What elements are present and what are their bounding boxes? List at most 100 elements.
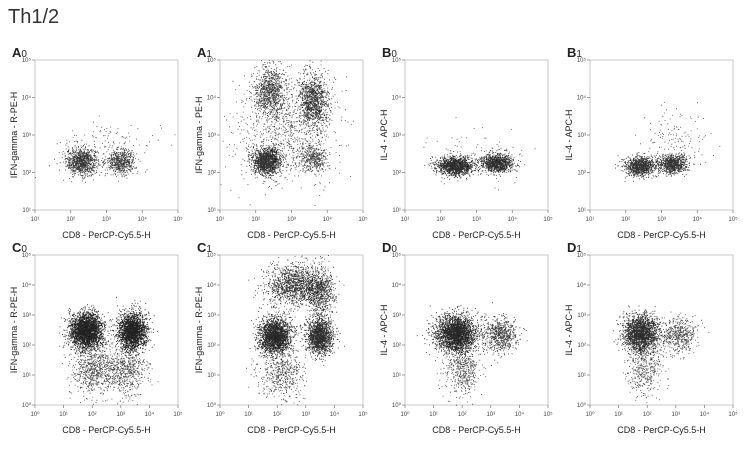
scatter-plot: 10⁰ 10¹ 10² 10³ 10⁴ 10⁵ 10⁰ 10¹ 10² 10³ 10⁴ 10⁵ CD8 … [194, 252, 368, 435]
event-cloud [612, 305, 710, 404]
plot-panel-b1: B1 10¹ 10² 10³ 10⁴ 10⁵ 10¹ 10² 10³ 10⁴ 10⁵ CD8 - Pe… [563, 45, 738, 260]
x-tick-label: 10² [643, 412, 652, 418]
x-tick-label: 10⁴ [508, 216, 518, 223]
x-tick-label: 10² [88, 412, 97, 418]
panel-subscript: 1 [206, 49, 212, 60]
x-tick-label: 10³ [116, 412, 125, 418]
y-axis-label: IL-4 - APC-H [379, 109, 389, 160]
panel-letter: B [567, 45, 577, 60]
y-tick-label: 10⁵ [577, 57, 587, 64]
y-tick-label: 10³ [392, 133, 401, 139]
x-axis-label: CD8 - PerCP-Cy5.5-H [617, 230, 706, 240]
plot-frame [219, 59, 364, 211]
panel-subscript: 0 [21, 49, 27, 60]
population-5 [246, 330, 307, 406]
plot-frame [404, 254, 549, 406]
scatter-plot: 10¹ 10² 10³ 10⁴ 10⁵ 10¹ 10² 10³ 10⁴ 10⁵ CD8 - PerC… [9, 57, 183, 240]
x-tick-label: 10³ [301, 412, 310, 418]
population-2 [105, 296, 158, 362]
y-tick-label: 10⁰ [392, 402, 402, 409]
panel-letter: C [12, 240, 22, 255]
y-tick-label: 10⁴ [392, 282, 402, 289]
panel-subscript: 0 [391, 244, 397, 255]
panel-subscript: 1 [576, 49, 582, 60]
y-tick-label: 10³ [207, 313, 216, 319]
y-tick-label: 10¹ [577, 373, 586, 379]
event-cloud [35, 115, 176, 183]
population-2 [101, 141, 148, 182]
population-1 [428, 150, 486, 182]
x-tick-label: 10¹ [429, 412, 438, 418]
population-1 [416, 305, 488, 362]
y-tick-label: 10⁴ [577, 282, 587, 289]
x-tick-label: 10⁵ [728, 216, 738, 223]
y-tick-label: 10⁵ [207, 252, 217, 259]
plot-frame [34, 254, 179, 406]
panel-label: D1 [567, 240, 582, 255]
plot-frame [589, 254, 734, 406]
x-tick-label: 10³ [102, 217, 111, 223]
plot-frame [34, 59, 179, 211]
x-tick-label: 10⁴ [145, 411, 155, 418]
y-tick-label: 10² [392, 343, 401, 349]
population-4 [290, 137, 337, 183]
x-tick-label: 10⁰ [215, 411, 225, 418]
population-3 [622, 339, 670, 404]
x-tick-label: 10³ [287, 217, 296, 223]
x-tick-label: 10⁵ [543, 216, 553, 223]
population-2 [238, 60, 299, 131]
scatter-plot: 10¹ 10² 10³ 10⁴ 10⁵ 10¹ 10² 10³ 10⁴ 10⁵ CD8 - PerC… [194, 57, 368, 240]
y-tick-label: 10² [22, 343, 31, 349]
panel-subscript: 1 [206, 244, 212, 255]
y-tick-label: 10⁰ [22, 402, 32, 409]
x-axis-label: CD8 - PerCP-Cy5.5-H [247, 230, 336, 240]
y-tick-label: 10⁴ [392, 95, 402, 102]
y-tick-label: 10² [392, 171, 401, 177]
x-axis-label: CD8 - PerCP-Cy5.5-H [247, 425, 336, 435]
population-1 [249, 306, 301, 369]
x-tick-label: 10² [436, 217, 445, 223]
y-tick-label: 10² [577, 343, 586, 349]
x-tick-label: 10² [621, 217, 630, 223]
y-tick-label: 10⁴ [22, 95, 32, 102]
scatter-plot: 10⁰ 10¹ 10² 10³ 10⁴ 10⁵ 10⁰ 10¹ 10² 10³ 10⁴ 10⁵ CD8 … [9, 252, 183, 435]
x-tick-label: 10⁴ [330, 411, 340, 418]
panel-label: D0 [382, 240, 397, 255]
y-tick-label: 10¹ [392, 208, 401, 214]
x-tick-label: 10⁰ [400, 411, 410, 418]
x-tick-label: 10⁰ [585, 411, 595, 418]
x-tick-label: 10¹ [31, 217, 40, 223]
x-axis-label: CD8 - PerCP-Cy5.5-H [62, 230, 151, 240]
y-tick-label: 10⁴ [207, 95, 217, 102]
panel-letter: A [12, 45, 22, 60]
x-tick-label: 10⁵ [358, 216, 368, 223]
plot-frame [589, 59, 734, 211]
population-2 [296, 303, 345, 366]
panel-label: B1 [567, 45, 582, 60]
x-tick-label: 10⁵ [173, 411, 183, 418]
x-tick-label: 10³ [486, 412, 495, 418]
population-1 [58, 304, 116, 369]
x-tick-label: 10⁵ [358, 411, 368, 418]
event-cloud [423, 116, 536, 191]
x-tick-label: 10⁴ [515, 411, 525, 418]
y-tick-label: 10⁵ [392, 252, 402, 259]
x-tick-label: 10¹ [244, 412, 253, 418]
y-tick-label: 10² [207, 343, 216, 349]
y-tick-label: 10⁰ [577, 402, 587, 409]
y-tick-label: 10³ [22, 133, 31, 139]
y-tick-label: 10¹ [22, 373, 31, 379]
x-axis-label: CD8 - PerCP-Cy5.5-H [62, 425, 151, 435]
panel-subscript: 1 [576, 244, 582, 255]
y-axis-label: IFN-gamma - R-PE-H [9, 287, 19, 374]
x-tick-label: 10² [66, 217, 75, 223]
scatter-plot: 10¹ 10² 10³ 10⁴ 10⁵ 10¹ 10² 10³ 10⁴ 10⁵ CD8 - PerC… [379, 57, 553, 240]
y-axis-label: IFN-gamma - R-PE-H [194, 287, 204, 374]
scatter-plot: 10⁰ 10¹ 10² 10³ 10⁴ 10⁵ 10⁰ 10¹ 10² 10³ 10⁴ 10⁵ CD8 … [379, 252, 553, 435]
x-tick-label: 10¹ [216, 217, 225, 223]
panel-label: C1 [197, 240, 212, 255]
x-tick-label: 10³ [671, 412, 680, 418]
y-tick-label: 10⁴ [577, 95, 587, 102]
x-axis-label: CD8 - PerCP-Cy5.5-H [617, 425, 706, 435]
y-tick-label: 10³ [22, 313, 31, 319]
